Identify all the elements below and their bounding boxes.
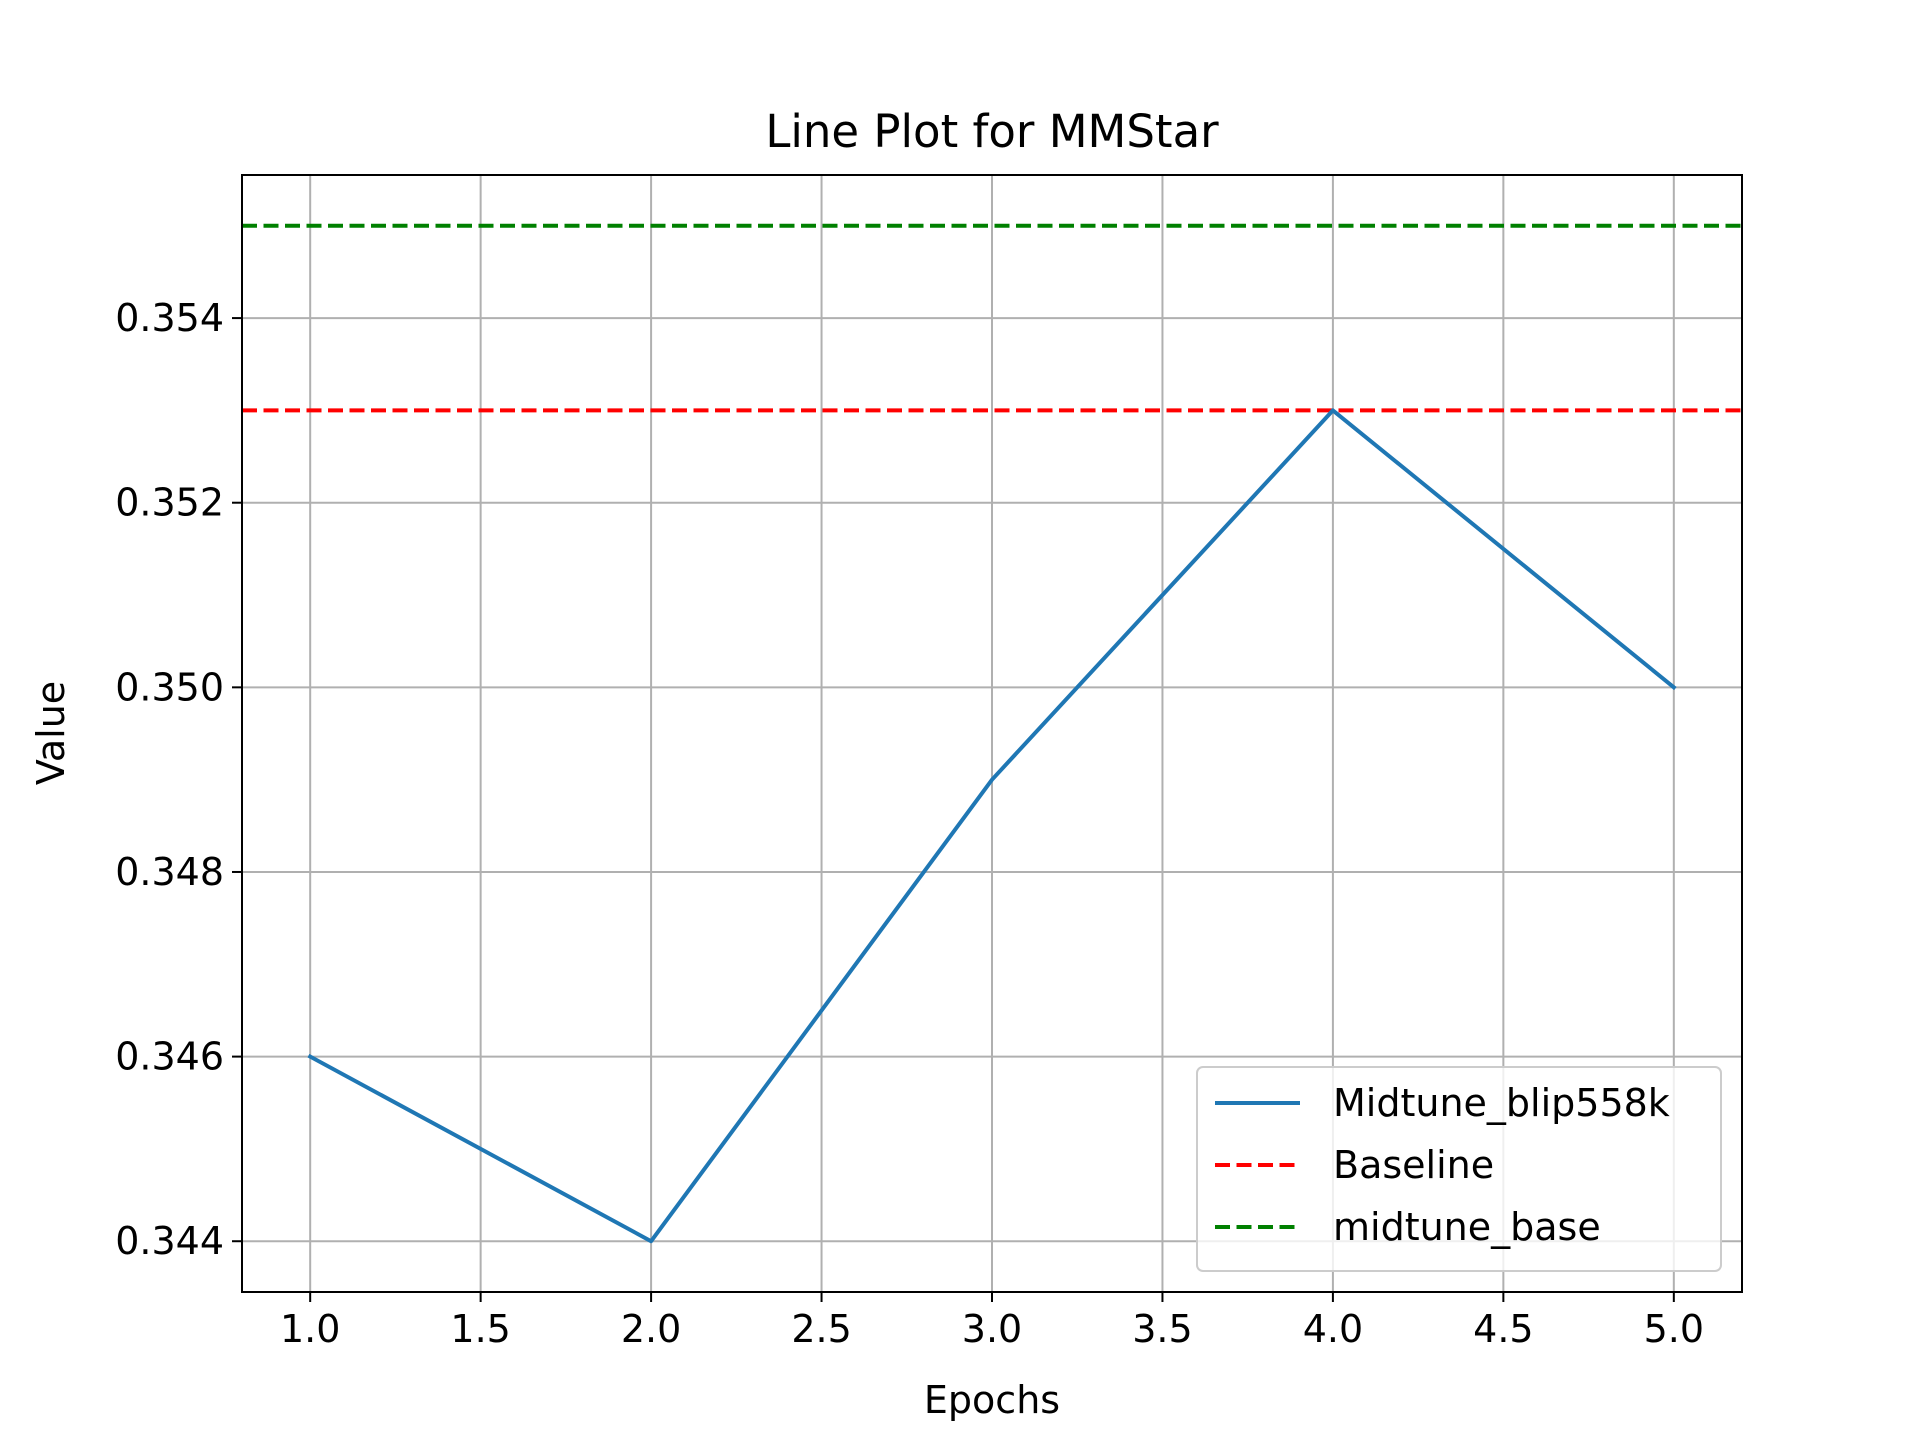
- legend: Midtune_blip558k Baseline midtune_base: [1196, 1066, 1722, 1272]
- y-tick-label: 0.346: [115, 1035, 224, 1079]
- x-tick-label: 2.5: [791, 1307, 851, 1351]
- legend-box: [1196, 1066, 1722, 1272]
- y-axis-label: Value: [29, 681, 73, 785]
- y-axis: 0.344 0.346 0.348 0.350 0.352 0.354: [115, 296, 242, 1263]
- y-tick-label: 0.350: [115, 665, 224, 709]
- chart-title: Line Plot for MMStar: [765, 105, 1219, 158]
- x-tick-label: 4.0: [1303, 1307, 1363, 1351]
- y-tick-label: 0.354: [115, 296, 224, 340]
- x-tick-label: 2.0: [621, 1307, 681, 1351]
- x-tick-label: 5.0: [1644, 1307, 1704, 1351]
- series-line-midtune-blip558k: [307, 408, 1677, 1244]
- x-axis: 1.0 1.5 2.0 2.5 3.0 3.5 4.0 4.5 5.0: [280, 1292, 1704, 1351]
- x-tick-label: 4.5: [1473, 1307, 1533, 1351]
- legend-label: midtune_base: [1333, 1205, 1601, 1249]
- x-tick-label: 3.0: [962, 1307, 1022, 1351]
- x-tick-label: 1.0: [280, 1307, 340, 1351]
- y-tick-label: 0.344: [115, 1219, 224, 1263]
- y-tick-label: 0.352: [115, 481, 224, 525]
- plot-area: [242, 223, 1742, 1244]
- x-tick-label: 3.5: [1132, 1307, 1192, 1351]
- legend-label: Baseline: [1333, 1143, 1494, 1187]
- y-tick-label: 0.348: [115, 850, 224, 894]
- legend-label: Midtune_blip558k: [1333, 1081, 1670, 1125]
- x-axis-label: Epochs: [924, 1378, 1060, 1422]
- x-tick-label: 1.5: [450, 1307, 510, 1351]
